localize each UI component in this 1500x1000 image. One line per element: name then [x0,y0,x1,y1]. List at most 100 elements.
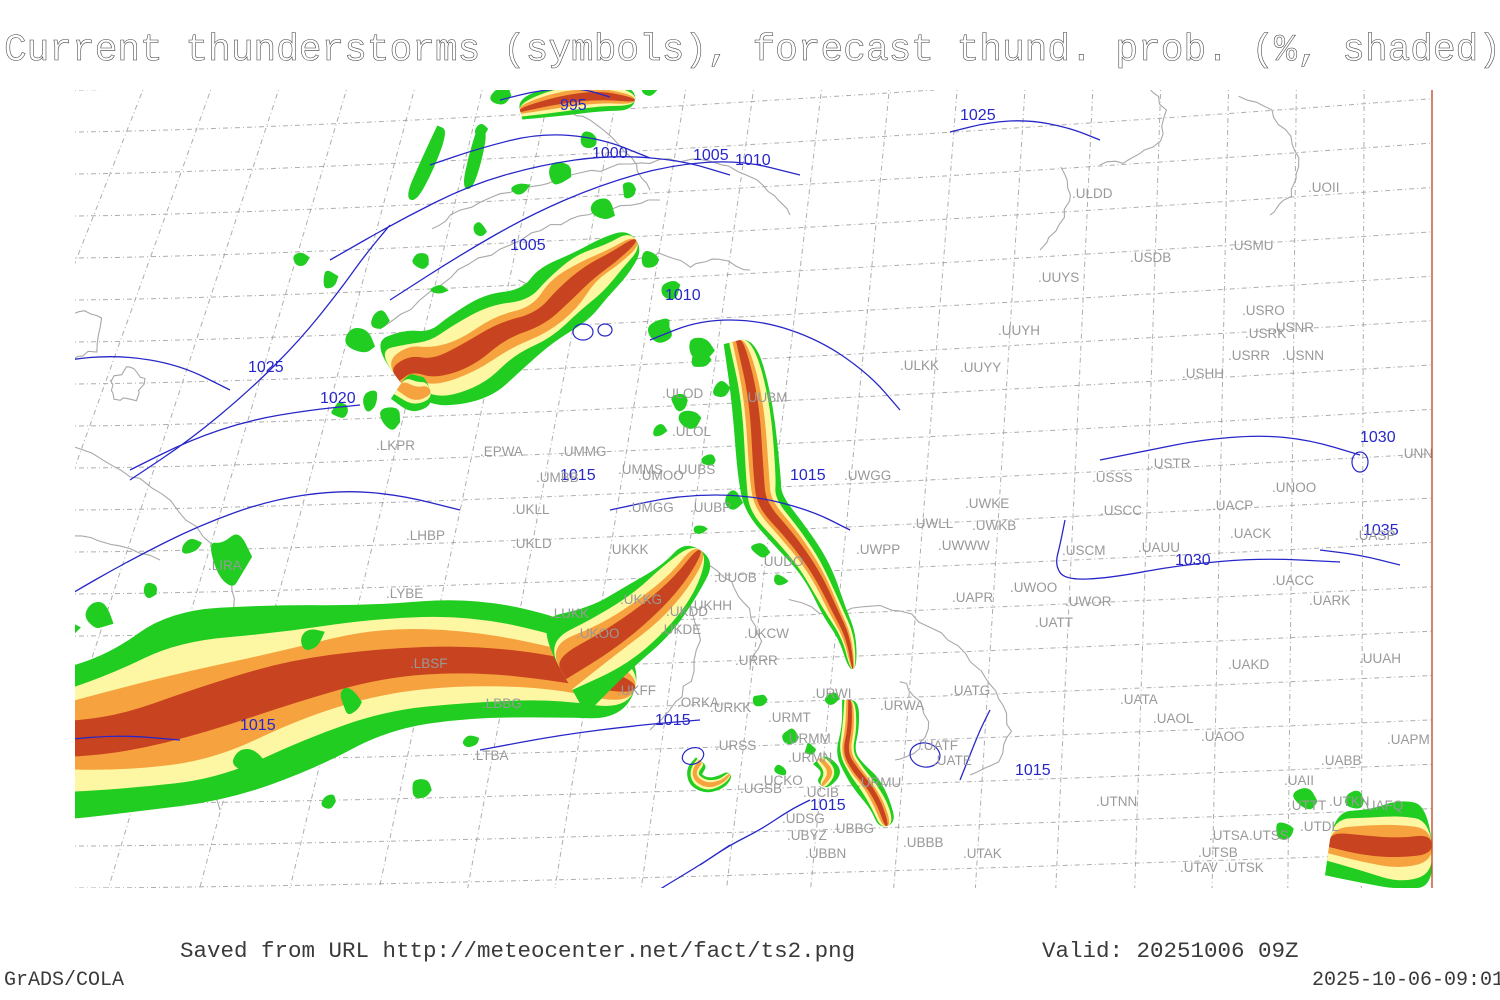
svg-text:.USDB: .USDB [1130,250,1171,265]
svg-text:.LBBG: .LBBG [482,696,522,711]
svg-text:.UTAV: .UTAV [1180,860,1218,875]
svg-text:.UAOL: .UAOL [1153,711,1194,726]
svg-text:.ULOL: .ULOL [672,424,712,439]
svg-text:.USCM: .USCM [1062,543,1106,558]
svg-text:.UWKE: .UWKE [965,496,1009,511]
svg-text:.UKKK: .UKKK [608,542,649,557]
svg-text:.UTNN: .UTNN [1096,794,1137,809]
svg-text:.UATG: .UATG [950,683,990,698]
svg-text:.UBYZ: .UBYZ [787,828,827,843]
svg-text:.UTSS: .UTSS [1249,828,1289,843]
svg-text:.LHBP: .LHBP [406,528,445,543]
svg-text:.UKFF: .UKFF [617,683,656,698]
svg-text:.URSS: .URSS [715,738,756,753]
svg-text:.UASP: .UASP [1355,528,1396,543]
svg-text:1020: 1020 [320,390,356,407]
svg-text:.UUOB: .UUOB [714,570,757,585]
svg-text:.UMMG: .UMMG [560,444,607,459]
svg-text:1015: 1015 [790,467,826,484]
svg-text:.URMM: .URMM [785,731,831,746]
svg-text:.UKKG: .UKKG [620,592,662,607]
svg-text:.UBBB: .UBBB [903,835,944,850]
svg-text:1030: 1030 [1175,552,1211,569]
svg-text:.UKDE: .UKDE [660,622,701,637]
svg-text:.UKHH: .UKHH [690,598,732,613]
svg-text:.USNN: .USNN [1282,348,1324,363]
svg-text:.UUBP: .UUBP [690,500,731,515]
svg-text:.UMBB: .UMBB [536,470,579,485]
svg-text:.UCKO: .UCKO [760,773,803,788]
svg-text:1015: 1015 [615,887,651,904]
svg-text:.UATF: .UATF [920,738,958,753]
svg-text:1030: 1030 [1360,429,1396,446]
svg-text:.ULDD: .ULDD [1072,186,1113,201]
svg-text:.UTSA: .UTSA [1209,828,1249,843]
svg-text:.URMN: .URMN [788,750,832,765]
svg-text:995: 995 [560,97,587,114]
svg-text:.UTSB: .UTSB [1198,845,1238,860]
svg-text:.UUBM: .UUBM [744,390,788,405]
svg-text:.URMT: .URMT [768,710,811,725]
svg-text:1000: 1000 [592,145,628,162]
svg-text:.UATT: .UATT [1035,615,1073,630]
svg-text:.UTAK: .UTAK [963,846,1002,861]
svg-text:.UWOR: .UWOR [1065,594,1112,609]
svg-text:.USTR: .USTR [1150,456,1191,471]
svg-text:1005: 1005 [510,237,546,254]
svg-text:.UAII: .UAII [1284,773,1314,788]
svg-text:.URWI: .URWI [812,686,852,701]
svg-text:.LIRA: .LIRA [208,558,242,573]
svg-text:.USRR: .USRR [1228,348,1270,363]
svg-text:.UTSK: .UTSK [1224,860,1264,875]
svg-text:.UMGG: .UMGG [628,500,674,515]
svg-text:.UWOO: .UWOO [1010,580,1057,595]
svg-text:.URMU: .URMU [857,775,901,790]
svg-text:.UACC: .UACC [1272,573,1314,588]
svg-text:.URKK: .URKK [710,700,751,715]
svg-text:.LKPR: .LKPR [376,438,415,453]
svg-text:.UOII: .UOII [1308,180,1340,195]
svg-text:.UWLL: .UWLL [912,516,954,531]
svg-text:1010: 1010 [735,152,771,169]
svg-text:.USRO: .USRO [1242,303,1285,318]
svg-text:.UWPP: .UWPP [856,542,900,557]
svg-text:.UTDL: .UTDL [1300,819,1339,834]
svg-text:.UUYY: .UUYY [960,360,1001,375]
svg-text:.USCC: .USCC [1100,503,1142,518]
svg-text:.USNR: .USNR [1272,320,1314,335]
svg-text:.UARK: .UARK [1309,593,1350,608]
svg-text:.LUKK: .LUKK [550,606,589,621]
svg-text:.UMOO: .UMOO [638,468,684,483]
svg-text:.USHH: .USHH [1182,366,1224,381]
svg-text:.UAPR: .UAPR [952,590,994,605]
svg-text:.ULKK: .ULKK [900,358,939,373]
svg-text:1015: 1015 [1015,762,1051,779]
svg-text:.UAPM: .UAPM [1387,732,1430,747]
svg-text:.UKCW: .UKCW [744,626,789,641]
svg-text:.LTBA: .LTBA [472,748,509,763]
svg-text:.LBSF: .LBSF [410,656,448,671]
svg-text:.UATA: .UATA [1120,692,1158,707]
svg-text:.UATE: .UATE [933,753,972,768]
svg-text:1025: 1025 [960,107,996,124]
svg-text:.UDSG: .UDSG [782,811,825,826]
svg-text:1015: 1015 [240,717,276,734]
svg-text:.UABB: .UABB [1321,753,1362,768]
svg-text:.UBBG: .UBBG [832,821,874,836]
svg-text:.LYBE: .LYBE [386,586,423,601]
svg-text:.USSS: .USSS [1092,470,1133,485]
svg-text:.UNNT: .UNNT [1400,446,1441,461]
svg-text:1005: 1005 [693,147,729,164]
svg-text:.UUAH: .UUAH [1359,651,1401,666]
svg-text:.UKLD: .UKLD [512,536,552,551]
svg-text:.UUDO: .UUDO [760,554,804,569]
svg-text:.UWKB: .UWKB [972,518,1016,533]
svg-text:.UKLL: .UKLL [512,502,550,517]
svg-text:.URRR: .URRR [735,653,778,668]
svg-text:.UAKD: .UAKD [1228,657,1270,672]
svg-text:.UBBN: .UBBN [805,846,846,861]
svg-text:.UTTT: .UTTT [1288,798,1326,813]
svg-text:.UACK: .UACK [1230,526,1271,541]
svg-text:1025: 1025 [248,359,284,376]
svg-text:.UWWW: .UWWW [938,538,990,553]
